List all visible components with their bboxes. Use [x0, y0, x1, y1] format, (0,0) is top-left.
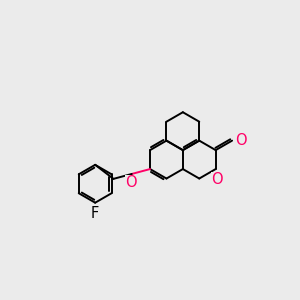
Text: O: O [235, 133, 247, 148]
Text: O: O [211, 172, 222, 187]
Text: O: O [125, 175, 137, 190]
Text: F: F [91, 206, 99, 221]
